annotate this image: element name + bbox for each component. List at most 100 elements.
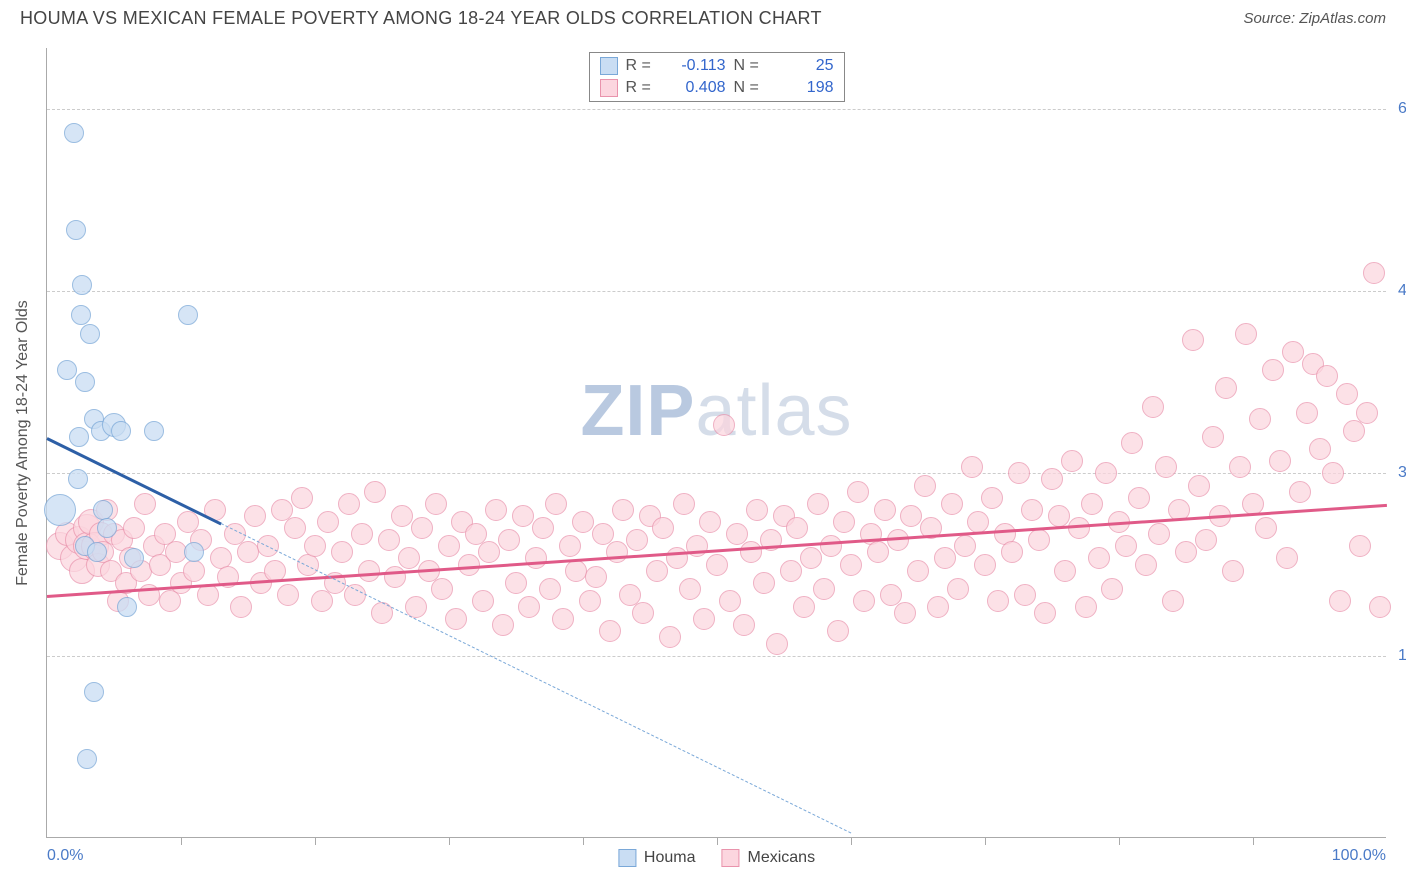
mexicans-point xyxy=(599,620,621,642)
mexicans-point xyxy=(358,560,380,582)
mexicans-point xyxy=(532,517,554,539)
mexicans-point xyxy=(1343,420,1365,442)
mexicans-point xyxy=(1054,560,1076,582)
x-tick xyxy=(1119,837,1120,845)
mexicans-point xyxy=(981,487,1003,509)
mexicans-point xyxy=(974,554,996,576)
mexicans-point xyxy=(559,535,581,557)
mexicans-point xyxy=(1128,487,1150,509)
mexicans-point xyxy=(1121,432,1143,454)
mexicans-point xyxy=(947,578,969,600)
gridline xyxy=(47,109,1386,110)
mexicans-point xyxy=(364,481,386,503)
mexicans-point xyxy=(445,608,467,630)
legend-row-houma: R = -0.113 N = 25 xyxy=(590,55,844,77)
mexicans-point xyxy=(1155,456,1177,478)
mexicans-point xyxy=(1356,402,1378,424)
mexicans-point xyxy=(1088,547,1110,569)
mexicans-point xyxy=(1235,323,1257,345)
mexicans-point xyxy=(1215,377,1237,399)
x-axis-min: 0.0% xyxy=(47,847,83,865)
mexicans-point xyxy=(1041,468,1063,490)
mexicans-point xyxy=(304,535,326,557)
x-tick xyxy=(181,837,182,845)
mexicans-point xyxy=(478,541,500,563)
mexicans-point xyxy=(1363,262,1385,284)
mexicans-point xyxy=(1028,529,1050,551)
mexicans-point xyxy=(907,560,929,582)
mexicans-point xyxy=(766,633,788,655)
mexicans-point xyxy=(1282,341,1304,363)
mexicans-point xyxy=(961,456,983,478)
mexicans-point xyxy=(458,554,480,576)
x-tick xyxy=(449,837,450,845)
houma-point xyxy=(178,305,198,325)
gridline xyxy=(47,291,1386,292)
mexicans-point xyxy=(1014,584,1036,606)
mexicans-point xyxy=(626,529,648,551)
chart-header: HOUMA VS MEXICAN FEMALE POVERTY AMONG 18… xyxy=(0,0,1406,33)
mexicans-point xyxy=(867,541,889,563)
series-legend: Houma Mexicans xyxy=(618,849,815,867)
mexicans-point xyxy=(1115,535,1137,557)
mexicans-point xyxy=(539,578,561,600)
mexicans-point xyxy=(813,578,835,600)
mexicans-point xyxy=(632,602,654,624)
mexicans-point xyxy=(987,590,1009,612)
x-tick xyxy=(583,837,584,845)
mexicans-point xyxy=(492,614,514,636)
mexicans-point xyxy=(1316,365,1338,387)
mexicans-point xyxy=(565,560,587,582)
houma-point xyxy=(184,542,204,562)
mexicans-point xyxy=(699,511,721,533)
mexicans-point xyxy=(391,505,413,527)
mexicans-point xyxy=(351,523,373,545)
houma-point xyxy=(71,305,91,325)
houma-point xyxy=(97,518,117,538)
x-tick xyxy=(851,837,852,845)
mexicans-point xyxy=(1081,493,1103,515)
mexicans-point xyxy=(244,505,266,527)
houma-point xyxy=(66,220,86,240)
mexicans-point xyxy=(1008,462,1030,484)
mexicans-point xyxy=(1135,554,1157,576)
mexicans-point xyxy=(1229,456,1251,478)
mexicans-point xyxy=(1222,560,1244,582)
mexicans-point xyxy=(237,541,259,563)
mexicans-point xyxy=(552,608,574,630)
mexicans-point xyxy=(746,499,768,521)
houma-point xyxy=(44,494,76,526)
mexicans-point xyxy=(874,499,896,521)
mexicans-point xyxy=(840,554,862,576)
mexicans-point xyxy=(1182,329,1204,351)
mexicans-point xyxy=(1075,596,1097,618)
swatch-houma xyxy=(618,849,636,867)
mexicans-point xyxy=(1021,499,1043,521)
mexicans-point xyxy=(498,529,520,551)
mexicans-point xyxy=(713,414,735,436)
scatter-chart: Female Poverty Among 18-24 Year Olds ZIP… xyxy=(46,48,1386,838)
mexicans-point xyxy=(425,493,447,515)
y-tick-label: 15.0% xyxy=(1390,647,1406,665)
swatch-mexicans xyxy=(600,79,618,97)
mexicans-point xyxy=(472,590,494,612)
houma-point xyxy=(84,682,104,702)
mexicans-point xyxy=(847,481,869,503)
legend-item-houma: Houma xyxy=(618,849,696,867)
source-attribution: Source: ZipAtlas.com xyxy=(1243,10,1386,27)
mexicans-point xyxy=(941,493,963,515)
mexicans-point xyxy=(344,584,366,606)
mexicans-point xyxy=(277,584,299,606)
houma-point xyxy=(93,500,113,520)
mexicans-point xyxy=(606,541,628,563)
mexicans-point xyxy=(291,487,313,509)
mexicans-point xyxy=(284,517,306,539)
houma-point xyxy=(68,469,88,489)
mexicans-point xyxy=(1255,517,1277,539)
mexicans-point xyxy=(1001,541,1023,563)
x-tick xyxy=(1253,837,1254,845)
mexicans-point xyxy=(753,572,775,594)
mexicans-point xyxy=(693,608,715,630)
mexicans-point xyxy=(1329,590,1351,612)
houma-point xyxy=(69,427,89,447)
